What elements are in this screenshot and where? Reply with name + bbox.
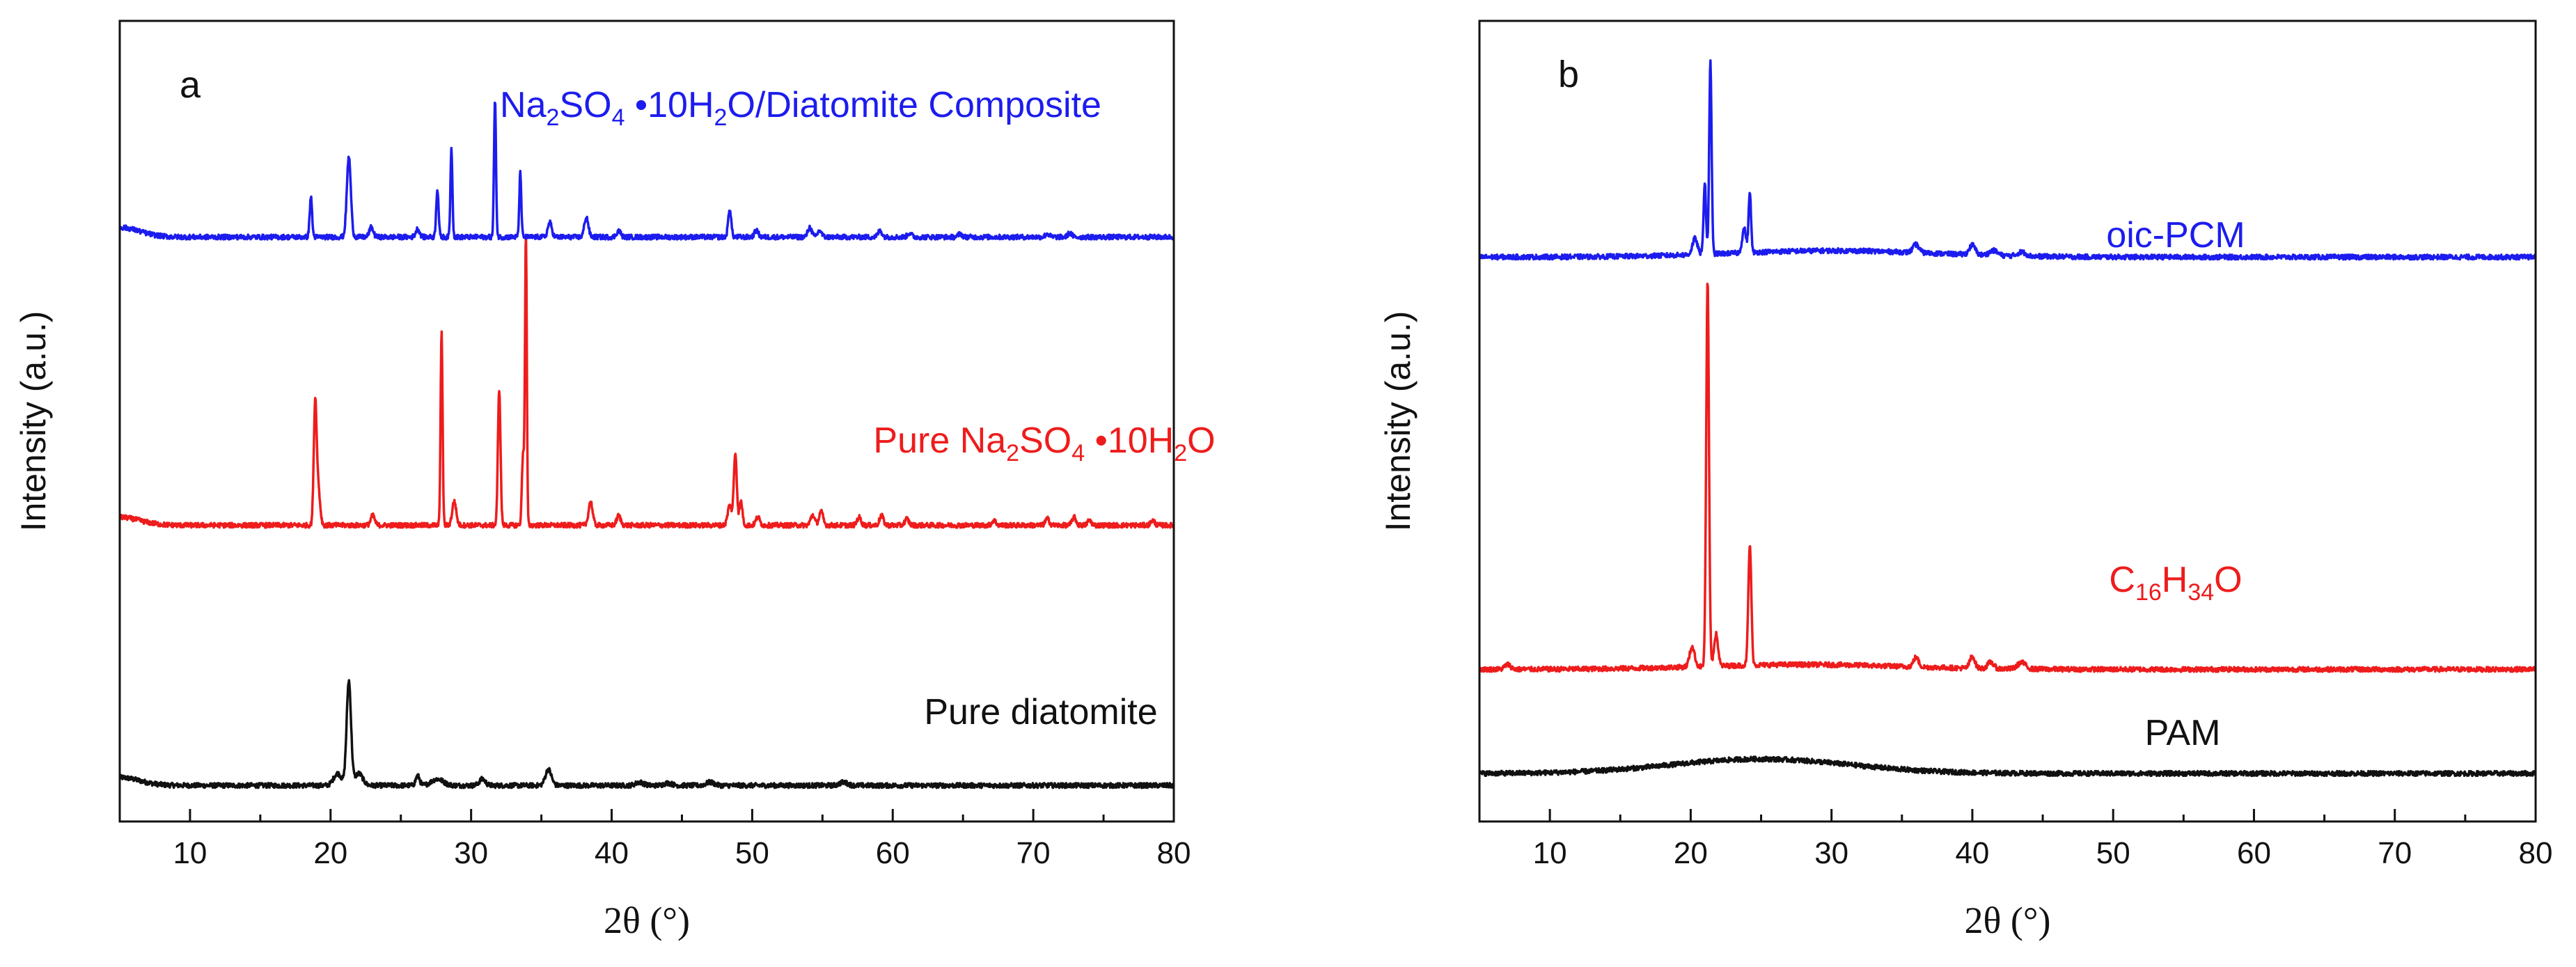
x-tick-label-a-80: 80 xyxy=(1157,836,1191,870)
series-line-b-1 xyxy=(1478,283,2537,673)
series-line-b-2 xyxy=(1478,59,2537,261)
series-label-b-1: C16H34O xyxy=(2109,560,2242,606)
x-tick-label-a-50: 50 xyxy=(735,836,769,870)
x-tick-label-b-80: 80 xyxy=(2519,836,2553,870)
panel-label-b: b xyxy=(1558,54,1579,95)
y-axis-title-a: Intensity (a.u.) xyxy=(14,311,53,532)
x-axis-title-b: 2θ (°) xyxy=(1965,899,2051,941)
panel-label-a: a xyxy=(180,64,201,106)
x-tick-label-a-60: 60 xyxy=(876,836,910,870)
series-label-a-2: Na2SO4 •10H2O/Diatomite Composite xyxy=(500,85,1101,131)
series-line-a-2 xyxy=(118,101,1175,241)
series-label-a-0: Pure diatomite xyxy=(924,692,1157,732)
y-axis-title-b: Intensity (a.u.) xyxy=(1379,311,1417,532)
plot-frame-b xyxy=(1478,19,2537,823)
x-tick-label-a-30: 30 xyxy=(454,836,488,870)
x-tick-label-b-60: 60 xyxy=(2237,836,2271,870)
panel-a: Pure diatomite Pure Na2SO4 •10H2O Na2SO4 •… xyxy=(14,19,1216,941)
x-tick-label-a-70: 70 xyxy=(1016,836,1051,870)
x-tick-label-b-10: 10 xyxy=(1533,836,1567,870)
x-tick-label-b-30: 30 xyxy=(1814,836,1848,870)
x-axis-title-a: 2θ (°) xyxy=(604,899,690,941)
series-line-a-0 xyxy=(118,679,1175,789)
x-tick-label-b-50: 50 xyxy=(2096,836,2130,870)
x-tick-label-a-20: 20 xyxy=(313,836,347,870)
x-tick-label-b-70: 70 xyxy=(2378,836,2412,870)
x-tick-label-a-10: 10 xyxy=(173,836,207,870)
plot-frame-a xyxy=(118,19,1175,823)
series-line-b-0 xyxy=(1478,755,2537,778)
x-tick-label-a-40: 40 xyxy=(595,836,629,870)
panel-b: PAM C16H34O oic-PCM 10 20 30 40 50 60 70 80 2θ (°) I… xyxy=(1379,19,2553,941)
x-tick-label-b-40: 40 xyxy=(1955,836,1989,870)
x-tick-label-b-20: 20 xyxy=(1674,836,1708,870)
series-label-b-0: PAM xyxy=(2145,713,2221,753)
series-line-a-1 xyxy=(118,234,1175,529)
series-label-b-2: oic-PCM xyxy=(2106,215,2245,255)
series-label-a-1: Pure Na2SO4 •10H2O xyxy=(873,420,1215,466)
